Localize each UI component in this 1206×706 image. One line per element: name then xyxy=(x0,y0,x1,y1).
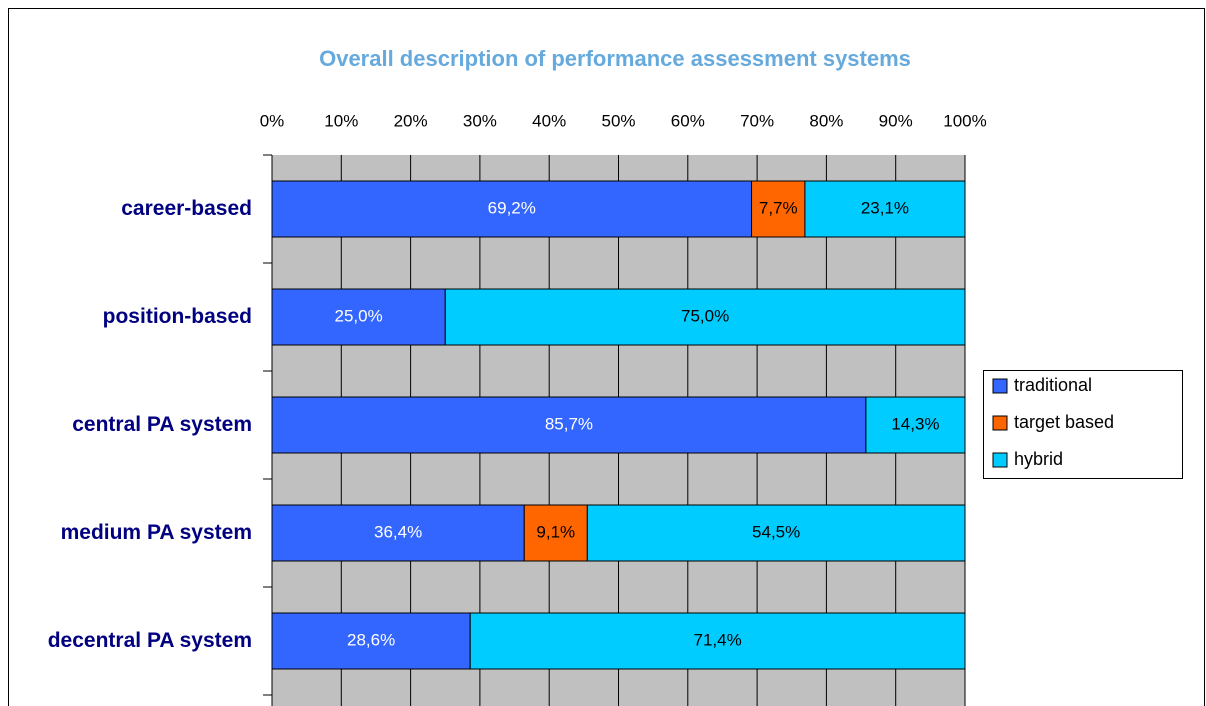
legend-swatch xyxy=(992,378,1008,394)
data-label: 36,4% xyxy=(374,522,422,541)
x-tick-label: 70% xyxy=(740,111,774,130)
data-label: 28,6% xyxy=(347,630,395,649)
category-label: decentral PA system xyxy=(47,629,252,652)
bar-segment xyxy=(804,180,966,238)
legend-label: hybrid xyxy=(1014,449,1063,469)
x-tick-label: 30% xyxy=(463,111,497,130)
data-label: 9,1% xyxy=(536,522,575,541)
bar-segment xyxy=(865,396,966,454)
x-tick-label: 90% xyxy=(879,111,913,130)
x-tick-label: 50% xyxy=(601,111,635,130)
legend-label: target based xyxy=(1014,412,1114,432)
x-tick-label: 60% xyxy=(671,111,705,130)
bar-segment xyxy=(271,288,446,346)
data-label: 54,5% xyxy=(752,522,800,541)
category-label: central PA system xyxy=(72,413,252,436)
x-tick-label: 10% xyxy=(324,111,358,130)
category-label: medium PA system xyxy=(60,521,252,544)
frame xyxy=(8,8,1205,706)
bar-segment xyxy=(271,504,525,562)
x-tick-label: 40% xyxy=(532,111,566,130)
bar-segment xyxy=(751,180,806,238)
data-label: 14,3% xyxy=(891,414,939,433)
legend-label: traditional xyxy=(1014,375,1092,395)
legend-box xyxy=(983,370,1183,479)
bar-segment xyxy=(444,288,966,346)
x-tick-label: 0% xyxy=(260,111,285,130)
data-label: 75,0% xyxy=(681,306,729,325)
data-label: 7,7% xyxy=(759,198,798,217)
x-tick-label: 80% xyxy=(809,111,843,130)
data-label: 71,4% xyxy=(693,630,741,649)
data-label: 23,1% xyxy=(861,198,909,217)
bar-segment xyxy=(271,612,471,670)
data-label: 25,0% xyxy=(335,306,383,325)
data-label: 85,7% xyxy=(545,414,593,433)
bar-segment xyxy=(586,504,966,562)
chart-title: Overall description of performance asses… xyxy=(319,46,911,71)
data-label: 69,2% xyxy=(488,198,536,217)
category-label: career-based xyxy=(121,197,252,220)
category-label: position-based xyxy=(102,305,252,328)
bar-segment xyxy=(271,180,753,238)
x-tick-label: 100% xyxy=(943,111,986,130)
legend-swatch xyxy=(992,452,1008,468)
x-tick-label: 20% xyxy=(394,111,428,130)
bar-segment xyxy=(271,396,867,454)
legend-swatch xyxy=(992,415,1008,431)
bar-segment xyxy=(469,612,966,670)
